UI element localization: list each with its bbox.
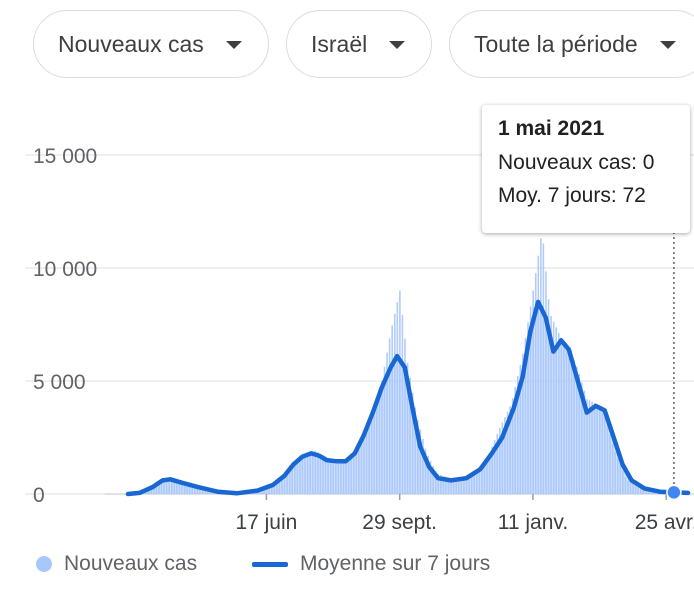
x-axis-ticks: 17 juin 29 sept. 11 janv. 25 avr. bbox=[235, 494, 694, 534]
period-dropdown[interactable]: Toute la période bbox=[449, 10, 694, 78]
caret-down-icon bbox=[389, 41, 406, 49]
average-line bbox=[125, 299, 691, 497]
x-tick-label: 11 janv. bbox=[498, 511, 568, 534]
hover-point bbox=[666, 484, 682, 501]
metric-dropdown-label: Nouveaux cas bbox=[58, 30, 204, 57]
seven-day-average bbox=[125, 299, 691, 497]
location-dropdown-label: Israël bbox=[311, 30, 368, 57]
x-tick-label: 17 juin bbox=[235, 511, 297, 534]
metric-dropdown[interactable]: Nouveaux cas bbox=[33, 10, 269, 78]
tooltip-average: Moy. 7 jours: 72 bbox=[498, 184, 646, 207]
daily-cases-bars bbox=[128, 238, 688, 494]
y-tick-label: 5 000 bbox=[33, 371, 86, 394]
hover-tooltip: 1 mai 2021 Nouveaux cas: 0 Moy. 7 jours:… bbox=[482, 105, 690, 233]
cases-chart[interactable]: 0 5 000 10 000 15 000 17 juin 29 sept. 11 jan… bbox=[0, 90, 694, 550]
caret-down-icon bbox=[659, 41, 676, 49]
legend-label-average: Moyenne sur 7 jours bbox=[300, 552, 491, 575]
x-tick-label: 25 avr. bbox=[635, 511, 694, 534]
legend-label-daily: Nouveaux cas bbox=[64, 552, 198, 575]
y-tick-label: 0 bbox=[33, 484, 45, 507]
caret-down-icon bbox=[225, 41, 242, 49]
period-dropdown-label: Toute la période bbox=[474, 30, 638, 57]
y-tick-label: 15 000 bbox=[33, 145, 97, 168]
x-tick-label: 29 sept. bbox=[362, 511, 437, 534]
y-tick-label: 10 000 bbox=[33, 258, 97, 281]
legend-dot-icon bbox=[36, 556, 52, 572]
daily-cases-area bbox=[128, 301, 688, 494]
tooltip-date: 1 mai 2021 bbox=[498, 117, 605, 140]
legend-item-average[interactable]: Moyenne sur 7 jours bbox=[252, 552, 490, 576]
y-axis-ticks: 0 5 000 10 000 15 000 bbox=[33, 145, 97, 507]
hover-marker bbox=[666, 232, 682, 501]
legend-line-icon bbox=[252, 561, 288, 567]
tooltip-daily: Nouveaux cas: 0 bbox=[498, 151, 655, 174]
chart-legend: Nouveaux cas Moyenne sur 7 jours bbox=[0, 548, 694, 582]
location-dropdown[interactable]: Israël bbox=[286, 10, 432, 78]
legend-item-daily[interactable]: Nouveaux cas bbox=[36, 552, 197, 576]
